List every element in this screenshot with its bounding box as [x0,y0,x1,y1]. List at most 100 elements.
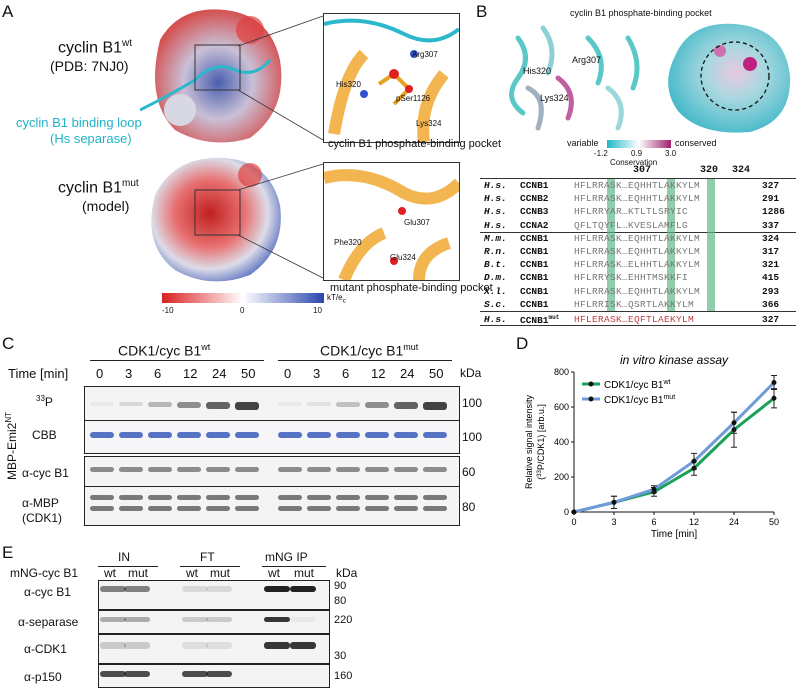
alignment-species: D.m. [484,272,507,284]
alignment-end: 366 [762,298,780,310]
conserved-column [607,179,615,311]
band-mbp-lower [148,506,172,511]
band-mbp [365,495,389,500]
alignment-species: H.s. [484,180,507,191]
e-band [182,617,208,622]
panel-a-label: A [2,2,14,21]
band-mbp-lower [278,506,302,511]
lane-label: wt [268,566,280,580]
y-tick-label: 800 [554,367,569,377]
band-mbp-lower [307,506,331,511]
es-mid: 0 [240,306,245,315]
band-33p [307,402,331,407]
e-blot-cycb1 [98,580,330,610]
mw-cycb1: 60 [462,465,476,479]
res-his320: His320 [336,80,361,89]
band-mbp-lower [119,506,143,511]
kda-label-c: kDa [460,366,482,380]
conserved-column [667,179,675,311]
band-mbp [235,495,259,500]
mw-33p: 100 [462,396,483,410]
row-33p-label: 33P [36,394,53,409]
band-mbp-lower [177,506,201,511]
mng-row-title: mNG-cyc B1 [10,566,79,580]
time-point-label: 24 [400,366,415,381]
binding-loop-sublabel: (Hs separase) [50,131,132,146]
band-mbp [206,495,230,500]
row-cbb-label: CBB [32,428,57,442]
alignment-species: S.c. [484,298,507,310]
legend-marker [588,396,594,402]
band-33p [336,402,360,407]
time-point-label: 50 [241,366,256,381]
alignment-sequence: HFLRRASK…EQHHTLAKKYLM [574,285,701,297]
e-band [100,642,126,649]
inset-wt-pocket: Arg307 His320 pSer1126 Lys324 [323,13,460,143]
row-cdk1-label: (CDK1) [22,511,63,525]
e-band [182,671,208,677]
zoom-lines-wt [238,15,324,141]
y-tick-label: 0 [564,507,569,517]
e-band [182,642,208,649]
band-mbp [307,495,331,500]
y-axis-label: Relative signal intensity [524,394,534,489]
time-point-label: 6 [342,366,350,381]
band-33p [90,402,114,406]
e-band [264,617,290,622]
kda-label-e: kDa [336,566,358,580]
e-row-cycb1-label: α-cyc B1 [24,585,71,599]
alignment-sequence: HFLRRASK…EQHHTLAKKYLM [574,246,701,257]
cons-max: 3.0 [665,149,677,158]
e-band [206,642,232,649]
alignment-end: 321 [762,259,780,271]
alignment-sequence: HFLRRASK…ELHHTLAKKYLM [574,259,701,271]
band-cycb1 [336,467,360,472]
band-cbb [336,432,360,438]
mw-cbb: 100 [462,430,483,444]
time-label: Time [min] [8,366,69,381]
blot-cycb1 [84,456,460,488]
e-band [290,586,316,592]
band-33p [148,402,172,408]
e-blot-cdk1 [98,634,330,664]
alignment-sequence: HFLRRYAR…KTLTLSRYIC [574,206,689,218]
time-point-label: 6 [154,366,162,381]
group-mut-title: CDK1/cyc B1mut [320,342,419,359]
row-cycb1-label: α-cyc B1 [22,466,69,480]
alignment-sequence: HFLRRYSK…EHHTMSKKFI [574,272,689,284]
e-band [100,586,126,592]
e-band [124,586,150,592]
cyclin-wt-name: cyclin B1wt [58,38,133,57]
b-res-arg307: Arg307 [572,55,602,65]
band-cbb [365,432,389,438]
alignment-species: H.s. [484,219,507,231]
e-band [124,617,150,622]
y-tick-label: 600 [554,402,569,412]
group-ft: FT [200,550,215,564]
e-band [124,642,150,649]
e-band [264,642,290,649]
panel-d-label: D [516,334,529,353]
cyclin-wt-surface [140,9,282,143]
e-band [100,617,126,622]
band-mbp-lower [423,506,447,511]
conservation-surface [668,23,791,133]
inset-mut-caption: mutant phosphate-binding pocket [330,282,493,294]
e-row-p150-label: α-p150 [24,670,62,684]
band-mbp [423,495,447,500]
res-pser1126: pSer1126 [396,94,431,103]
pdb-id: (PDB: 7NJ0) [50,58,129,74]
x-tick-label: 50 [769,517,779,527]
alignment-end: 293 [762,285,780,297]
alignment-protein: CCNB1 [520,285,549,297]
band-mbp [90,495,114,500]
band-cycb1 [177,467,201,472]
band-33p [177,402,201,409]
alignment-protein: CCNB1 [520,272,549,284]
time-point-label: 3 [313,366,321,381]
band-mbp-lower [235,506,259,511]
bar-ip [262,566,326,567]
alignment-species: M.m. [484,232,507,244]
group-wt-bar [90,360,264,361]
data-point [691,458,697,464]
